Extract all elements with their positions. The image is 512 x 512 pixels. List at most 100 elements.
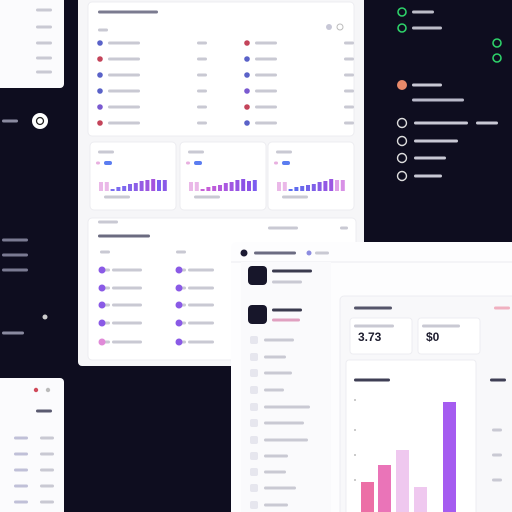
nav-icon[interactable] [250, 386, 258, 394]
nav-icon[interactable] [250, 419, 258, 427]
nav-icon[interactable] [250, 468, 258, 476]
row-icon [175, 319, 183, 327]
text-placeholder [476, 121, 498, 125]
text-placeholder [494, 306, 510, 310]
row-icon [97, 120, 103, 126]
nav-icon[interactable] [250, 436, 258, 444]
text-placeholder [112, 286, 142, 290]
text-placeholder [197, 57, 207, 61]
text-placeholder [112, 303, 142, 307]
text-placeholder [98, 234, 150, 238]
row-icon [97, 40, 103, 46]
text-placeholder [264, 438, 308, 442]
text-placeholder [255, 89, 277, 93]
text-placeholder [197, 105, 207, 109]
row-icon [97, 88, 103, 94]
icon[interactable] [45, 387, 51, 393]
text-placeholder [264, 388, 284, 392]
chart-card [267, 141, 355, 211]
row-icon [175, 284, 183, 292]
bar [378, 465, 391, 512]
bar [396, 450, 409, 512]
text-placeholder [264, 470, 286, 474]
icon-button[interactable] [32, 113, 48, 129]
icon [396, 170, 408, 182]
text-placeholder [96, 161, 100, 165]
nav-icon[interactable] [250, 501, 258, 509]
text-placeholder [188, 286, 214, 290]
text-placeholder [344, 73, 354, 77]
text-placeholder [14, 500, 28, 504]
nav-icon[interactable] [250, 336, 258, 344]
nav-icon[interactable] [250, 452, 258, 460]
icon [396, 135, 408, 147]
text-placeholder [255, 73, 277, 77]
text-placeholder [14, 484, 28, 488]
axis-dot [354, 429, 356, 431]
text-placeholder [264, 405, 310, 409]
status-icon [397, 7, 407, 17]
row-icon [244, 72, 250, 78]
bar [300, 186, 305, 191]
text-placeholder [492, 453, 502, 457]
logo [240, 249, 248, 257]
chart-card [89, 141, 177, 211]
bar [229, 182, 234, 191]
row-icon [175, 338, 183, 346]
bar [206, 187, 211, 191]
text-placeholder [98, 10, 158, 14]
bar [241, 179, 246, 191]
row-icon [97, 56, 103, 62]
row-icon [98, 319, 106, 327]
generated [2, 7, 510, 512]
icon[interactable] [33, 387, 39, 393]
text-placeholder [414, 139, 458, 143]
text-placeholder [412, 26, 442, 30]
text-placeholder [40, 500, 54, 504]
row-icon [244, 56, 250, 62]
bar [323, 181, 328, 191]
stat-value: 3.73 [358, 330, 382, 344]
bar [414, 487, 427, 512]
text-placeholder [412, 83, 442, 87]
text-placeholder [492, 428, 502, 432]
text-placeholder [36, 409, 52, 413]
text-placeholder [414, 156, 446, 160]
row-icon [175, 266, 183, 274]
row-icon [98, 266, 106, 274]
text-placeholder [108, 73, 140, 77]
bar [340, 180, 345, 191]
text-placeholder [412, 98, 464, 102]
text-placeholder [344, 121, 354, 125]
nav-icon[interactable] [250, 369, 258, 377]
icon [35, 116, 45, 126]
bar [317, 182, 322, 191]
badge [282, 161, 290, 165]
bar [116, 187, 121, 191]
text-placeholder [344, 57, 354, 61]
text-placeholder [36, 41, 52, 45]
text-placeholder [108, 105, 140, 109]
text-placeholder [492, 478, 502, 482]
nav-icon[interactable] [250, 403, 258, 411]
bar [145, 180, 150, 191]
row-icon [244, 120, 250, 126]
text-placeholder [412, 10, 434, 14]
text-placeholder [100, 250, 110, 254]
nav-icon[interactable] [250, 353, 258, 361]
icon[interactable] [326, 24, 332, 30]
text-placeholder [197, 89, 207, 93]
text-placeholder [422, 324, 460, 328]
badge [194, 161, 202, 165]
bar [277, 182, 281, 191]
text-placeholder [188, 321, 214, 325]
text-placeholder [112, 268, 142, 272]
nav-icon[interactable] [250, 484, 258, 492]
bar [247, 181, 251, 191]
bar [311, 184, 316, 191]
text-placeholder [186, 161, 190, 165]
icon[interactable] [336, 23, 344, 31]
text-placeholder [264, 355, 286, 359]
bar [189, 182, 193, 191]
bar [104, 182, 109, 191]
